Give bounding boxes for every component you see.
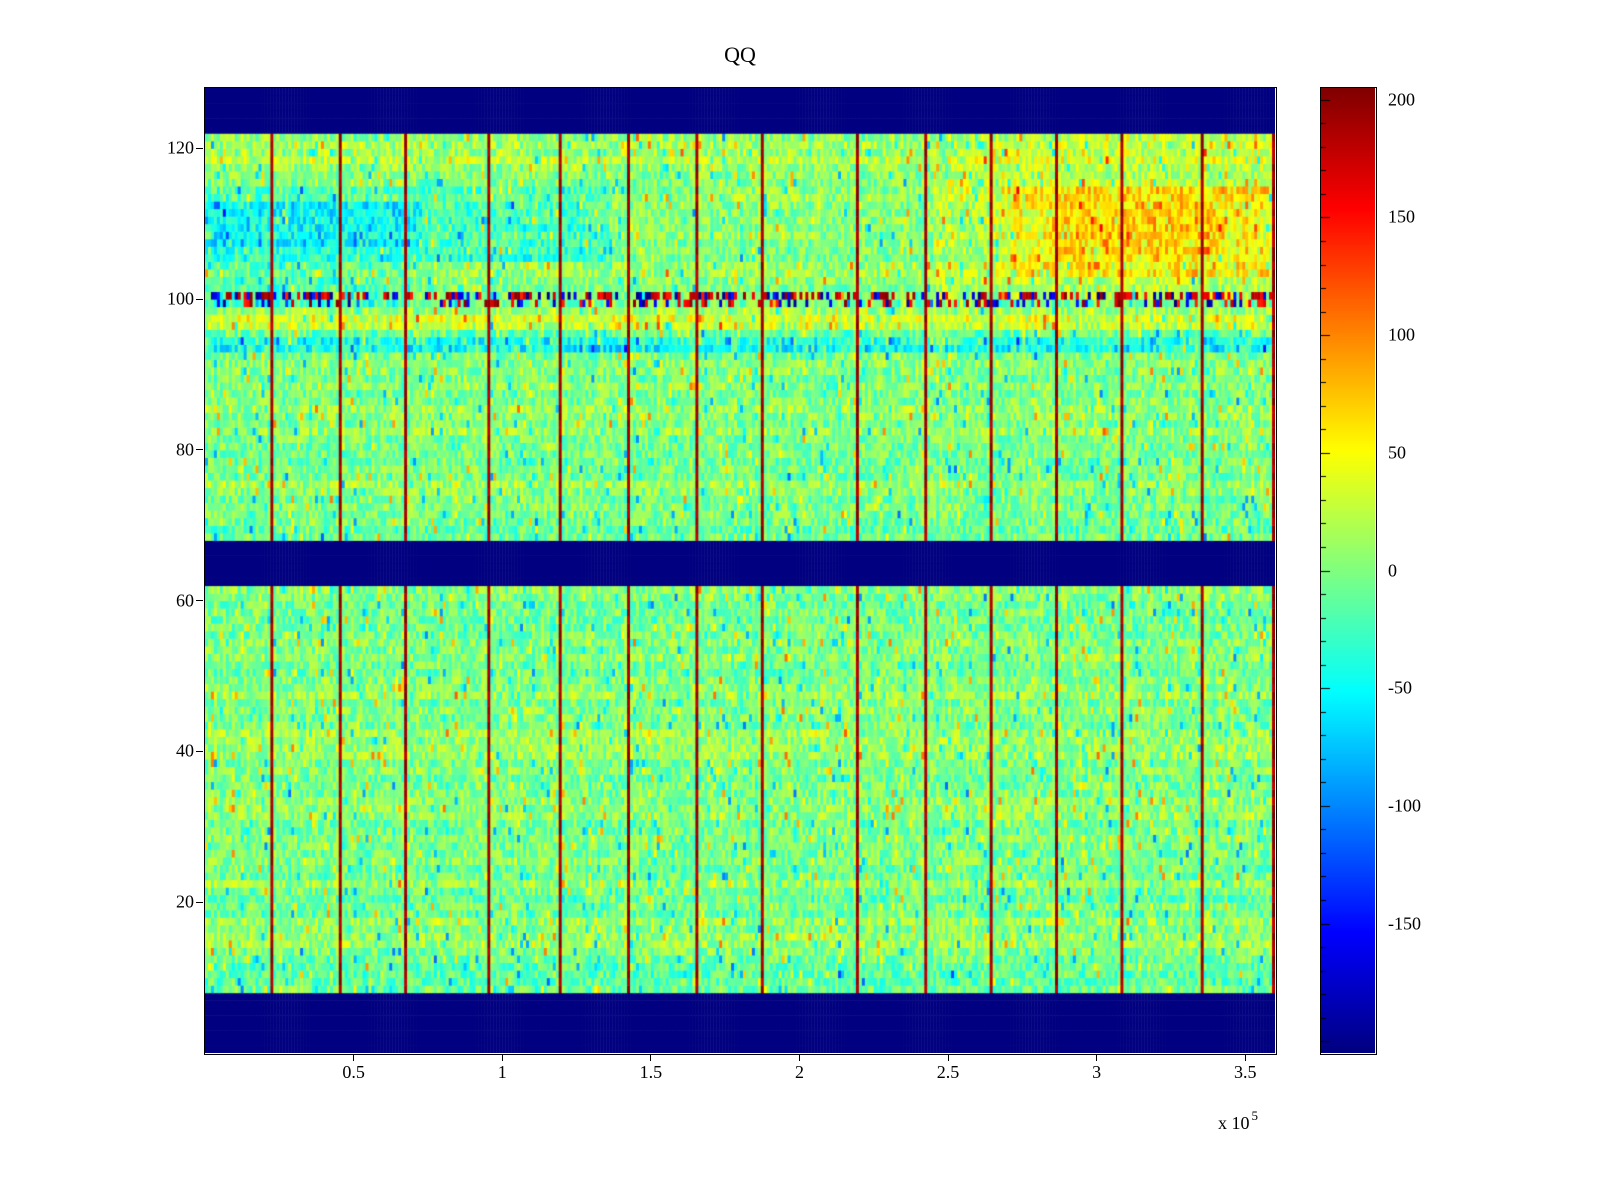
x-tick-mark bbox=[353, 1054, 355, 1061]
y-tick-label: 40 bbox=[176, 740, 194, 761]
y-tick-label: 100 bbox=[167, 288, 194, 309]
y-tick-label: 60 bbox=[176, 590, 194, 611]
x-axis-exponent-label: x 10 5 bbox=[1218, 1108, 1259, 1134]
colorbar-tick-label: 0 bbox=[1388, 560, 1397, 580]
x-tick-mark bbox=[1096, 1054, 1098, 1061]
y-tick-mark bbox=[196, 449, 203, 451]
x-tick-mark bbox=[947, 1054, 949, 1061]
y-tick-mark bbox=[196, 600, 203, 602]
heatmap-canvas bbox=[205, 88, 1275, 1053]
x-tick-mark bbox=[1244, 1054, 1246, 1061]
x-tick-label: 0.5 bbox=[342, 1062, 365, 1082]
colorbar-tick-label: 50 bbox=[1388, 442, 1406, 463]
colorbar-tick-label: 150 bbox=[1388, 206, 1415, 227]
y-tick-mark bbox=[196, 147, 203, 149]
colorbar-tick-label: -50 bbox=[1388, 677, 1412, 698]
colorbar-tick-label: -100 bbox=[1388, 795, 1421, 816]
colorbar-canvas bbox=[1321, 88, 1375, 1053]
x-tick-mark bbox=[650, 1054, 652, 1061]
y-tick-mark bbox=[196, 901, 203, 903]
exponent-value: 5 bbox=[1251, 1108, 1259, 1123]
exponent-prefix: x 10 bbox=[1218, 1113, 1250, 1133]
colorbar-tick-label: 100 bbox=[1388, 324, 1415, 345]
chart-title: QQ bbox=[724, 42, 756, 67]
y-tick-label: 20 bbox=[176, 891, 194, 912]
y-tick-label: 80 bbox=[176, 439, 194, 460]
y-tick-label: 120 bbox=[167, 137, 194, 158]
x-tick-label: 2 bbox=[794, 1062, 804, 1082]
x-tick-label: 1.5 bbox=[639, 1062, 663, 1082]
x-tick-label: 1 bbox=[497, 1062, 507, 1082]
x-tick-label: 2.5 bbox=[936, 1062, 960, 1082]
x-tick-mark bbox=[798, 1054, 800, 1061]
x-tick-label: 3 bbox=[1092, 1062, 1102, 1082]
x-tick-mark bbox=[501, 1054, 503, 1061]
colorbar-tick-label: 200 bbox=[1388, 89, 1415, 110]
y-tick-mark bbox=[196, 750, 203, 752]
y-tick-mark bbox=[196, 298, 203, 300]
colorbar-tick-label: -150 bbox=[1388, 913, 1421, 934]
x-tick-label: 3.5 bbox=[1234, 1062, 1257, 1082]
